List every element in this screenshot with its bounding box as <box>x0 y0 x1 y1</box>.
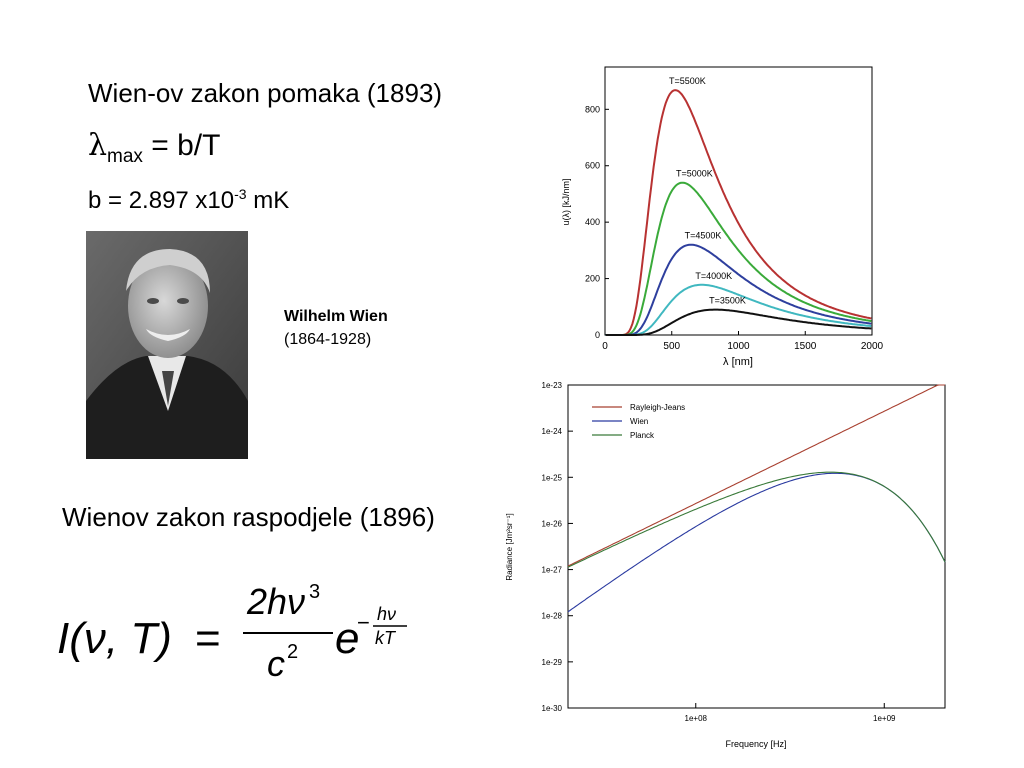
chart2-xtick-label: 1e+09 <box>873 714 896 723</box>
chart1-xlabel: λ [nm] <box>723 356 753 368</box>
svg-text:=: = <box>195 614 221 663</box>
chart1-series-line <box>605 89 872 336</box>
chart2-ytick-label: 1e-26 <box>542 519 563 528</box>
lambda-max-formula: λmax = b/T <box>88 128 221 167</box>
svg-text:c: c <box>267 643 285 678</box>
chart1-series-label: T=5000K <box>676 169 713 179</box>
chart2-xlabel: Frequency [Hz] <box>725 739 786 749</box>
chart1-series-label: T=5500K <box>669 76 706 86</box>
chart1-ytick-label: 600 <box>585 161 600 171</box>
chart1-xtick-label: 1500 <box>794 341 817 352</box>
chart1-series-line <box>605 308 872 336</box>
chart2-ytick-label: 1e-24 <box>542 427 563 436</box>
chart2-ytick-label: 1e-30 <box>542 704 563 713</box>
wien-constant: b = 2.897 x10-3 mK <box>88 186 289 215</box>
wien-distribution-formula: I(ν, T) = 2hν 3 c 2 e − hν kT <box>57 581 407 678</box>
chart1-series-line <box>605 243 872 336</box>
wien-distribution-title: Wienov zakon raspodjele (1896) <box>62 502 435 532</box>
chart1-ylabel: u(λ) [kJ/nm] <box>561 178 571 225</box>
svg-text:hν: hν <box>377 604 396 624</box>
chart2-plot-area <box>567 384 946 709</box>
wilhelm-wien-portrait <box>86 231 248 459</box>
chart2-ytick-label: 1e-29 <box>542 658 563 667</box>
chart1-ytick-label: 400 <box>585 217 600 227</box>
wien-displacement-title: Wien-ov zakon pomaka (1893) <box>88 78 443 108</box>
svg-text:−: − <box>357 610 370 635</box>
chart2-legend-label: Planck <box>630 431 655 440</box>
svg-text:e: e <box>335 614 359 663</box>
person-years: (1864-1928) <box>284 331 372 348</box>
planck-spectrum-chart: 0 500 1000 1500 2000 0 200 400 600 800 T=5500K T=5… <box>561 66 884 368</box>
lambda-subscript: max <box>107 146 143 167</box>
svg-text:2: 2 <box>287 641 298 663</box>
chart1-xtick-label: 500 <box>663 341 680 352</box>
chart2-ytick-label: 1e-27 <box>542 566 563 575</box>
chart1-series-line <box>605 181 872 336</box>
chart2-series-line <box>567 471 946 568</box>
wien-constant-unit: mK <box>246 187 290 214</box>
chart2-xtick-label: 1e+08 <box>685 714 708 723</box>
chart1-series-label: T=4000K <box>695 271 732 281</box>
chart1-xtick-label: 0 <box>602 341 608 352</box>
chart1-xtick-label: 1000 <box>727 341 750 352</box>
person-name: Wilhelm Wien <box>284 308 388 325</box>
chart1-ytick-label: 0 <box>595 330 600 340</box>
chart1-xtick-label: 2000 <box>861 341 884 352</box>
chart1-series-label: T=4500K <box>685 231 722 241</box>
radiance-comparison-chart: 1e+08 1e+09 1e-23 1e-24 1e-25 1e-26 1e-27 1e-28… <box>505 381 946 749</box>
chart2-ytick-label: 1e-28 <box>542 612 563 621</box>
chart1-series-line <box>605 283 872 336</box>
wien-constant-exponent: -3 <box>234 186 247 202</box>
chart1-series-label: T=3500K <box>709 296 746 306</box>
svg-text:kT: kT <box>375 628 397 648</box>
wien-constant-value: b = 2.897 x10 <box>88 187 235 214</box>
chart2-legend-label: Wien <box>630 417 648 426</box>
chart2-ytick-label: 1e-23 <box>542 381 563 390</box>
svg-text:I(ν, T): I(ν, T) <box>57 614 172 663</box>
chart2-ytick-label: 1e-25 <box>542 473 563 482</box>
chart1-ytick-label: 200 <box>585 274 600 284</box>
chart2-legend-label: Rayleigh-Jeans <box>630 403 685 412</box>
svg-text:2hν: 2hν <box>246 581 305 622</box>
chart2-ylabel: Radiance [Jm²sr⁻¹] <box>505 513 514 580</box>
svg-text:3: 3 <box>309 581 320 603</box>
chart2-series-line <box>567 384 945 567</box>
chart1-ytick-label: 800 <box>585 104 600 114</box>
lambda-symbol: λ <box>88 128 108 163</box>
lambda-rhs: = b/T <box>142 129 221 162</box>
